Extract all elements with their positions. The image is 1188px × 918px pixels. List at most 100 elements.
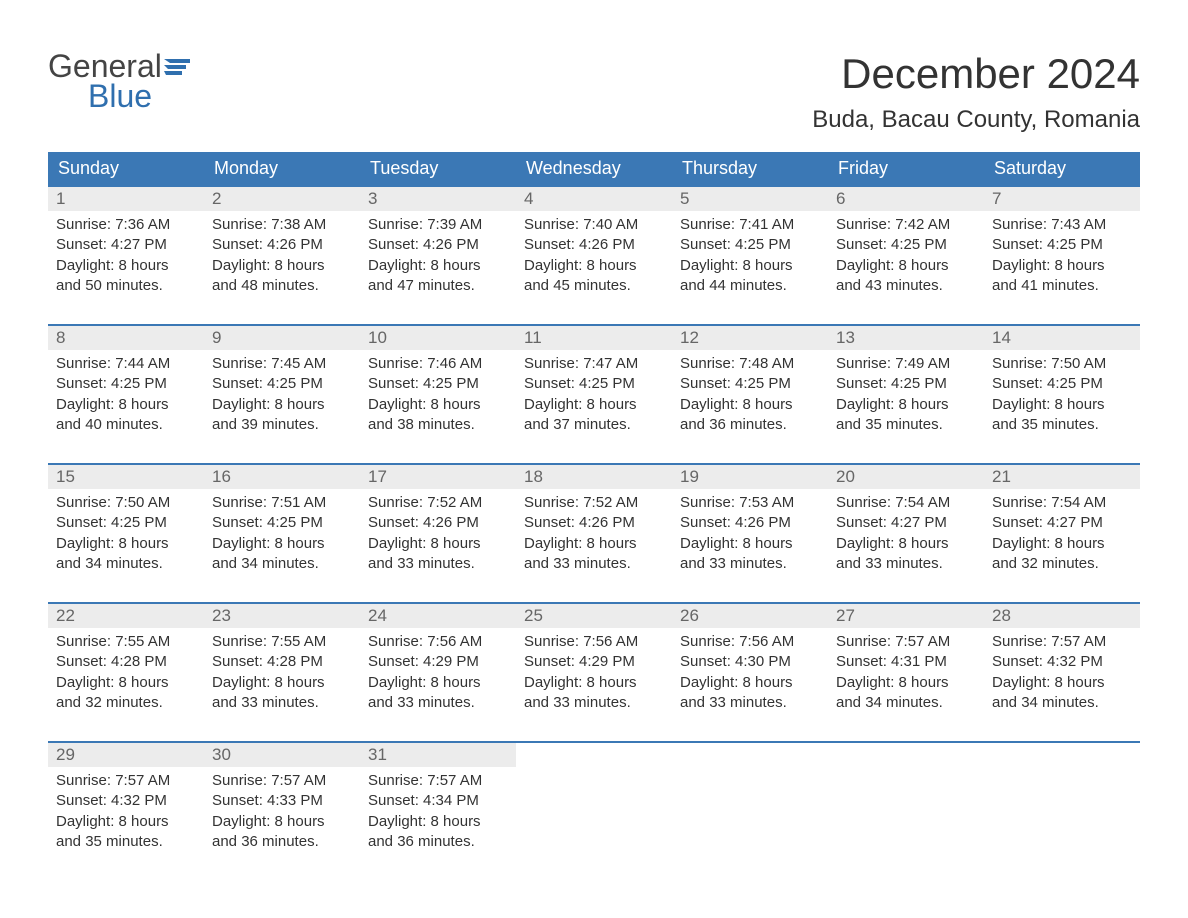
sunrise-text: Sunrise: 7:47 AM — [524, 354, 664, 374]
day-number: 8 — [48, 325, 204, 350]
daylight-text-1: Daylight: 8 hours — [524, 534, 664, 554]
week-daynum-row: 15161718192021 — [48, 464, 1140, 489]
month-title: December 2024 — [812, 50, 1140, 98]
col-thursday: Thursday — [672, 152, 828, 186]
day-detail: Sunrise: 7:57 AMSunset: 4:32 PMDaylight:… — [48, 767, 204, 864]
day-detail: Sunrise: 7:57 AMSunset: 4:32 PMDaylight:… — [984, 628, 1140, 742]
daylight-text-2: and 38 minutes. — [368, 415, 508, 435]
sunset-text: Sunset: 4:25 PM — [992, 235, 1132, 255]
sunset-text: Sunset: 4:26 PM — [368, 513, 508, 533]
sunset-text: Sunset: 4:26 PM — [212, 235, 352, 255]
day-number: 16 — [204, 464, 360, 489]
sunset-text: Sunset: 4:26 PM — [524, 513, 664, 533]
week-detail-row: Sunrise: 7:50 AMSunset: 4:25 PMDaylight:… — [48, 489, 1140, 603]
sunrise-text: Sunrise: 7:57 AM — [368, 771, 508, 791]
daylight-text-1: Daylight: 8 hours — [56, 256, 196, 276]
day-number: 1 — [48, 186, 204, 211]
day-detail: Sunrise: 7:48 AMSunset: 4:25 PMDaylight:… — [672, 350, 828, 464]
day-number: 23 — [204, 603, 360, 628]
sunrise-text: Sunrise: 7:57 AM — [212, 771, 352, 791]
sunset-text: Sunset: 4:26 PM — [524, 235, 664, 255]
sunrise-text: Sunrise: 7:40 AM — [524, 215, 664, 235]
daylight-text-2: and 44 minutes. — [680, 276, 820, 296]
day-detail: Sunrise: 7:36 AMSunset: 4:27 PMDaylight:… — [48, 211, 204, 325]
daylight-text-2: and 34 minutes. — [836, 693, 976, 713]
day-detail: Sunrise: 7:55 AMSunset: 4:28 PMDaylight:… — [48, 628, 204, 742]
daylight-text-2: and 39 minutes. — [212, 415, 352, 435]
day-detail: Sunrise: 7:55 AMSunset: 4:28 PMDaylight:… — [204, 628, 360, 742]
daylight-text-2: and 35 minutes. — [992, 415, 1132, 435]
daylight-text-2: and 50 minutes. — [56, 276, 196, 296]
day-number: 12 — [672, 325, 828, 350]
day-detail: Sunrise: 7:49 AMSunset: 4:25 PMDaylight:… — [828, 350, 984, 464]
sunrise-text: Sunrise: 7:54 AM — [992, 493, 1132, 513]
sunset-text: Sunset: 4:26 PM — [680, 513, 820, 533]
daylight-text-2: and 47 minutes. — [368, 276, 508, 296]
sunset-text: Sunset: 4:27 PM — [56, 235, 196, 255]
logo-text-blue: Blue — [88, 80, 190, 114]
daylight-text-2: and 32 minutes. — [992, 554, 1132, 574]
daylight-text-1: Daylight: 8 hours — [368, 534, 508, 554]
daylight-text-1: Daylight: 8 hours — [836, 256, 976, 276]
daylight-text-2: and 41 minutes. — [992, 276, 1132, 296]
daylight-text-1: Daylight: 8 hours — [524, 395, 664, 415]
day-detail: Sunrise: 7:42 AMSunset: 4:25 PMDaylight:… — [828, 211, 984, 325]
day-number: 18 — [516, 464, 672, 489]
daylight-text-1: Daylight: 8 hours — [992, 256, 1132, 276]
day-detail: Sunrise: 7:53 AMSunset: 4:26 PMDaylight:… — [672, 489, 828, 603]
day-number: 24 — [360, 603, 516, 628]
day-detail: Sunrise: 7:40 AMSunset: 4:26 PMDaylight:… — [516, 211, 672, 325]
daylight-text-2: and 33 minutes. — [368, 554, 508, 574]
sunset-text: Sunset: 4:28 PM — [56, 652, 196, 672]
sunrise-text: Sunrise: 7:56 AM — [368, 632, 508, 652]
daylight-text-2: and 40 minutes. — [56, 415, 196, 435]
sunrise-text: Sunrise: 7:36 AM — [56, 215, 196, 235]
sunrise-text: Sunrise: 7:56 AM — [524, 632, 664, 652]
day-detail: Sunrise: 7:43 AMSunset: 4:25 PMDaylight:… — [984, 211, 1140, 325]
sunset-text: Sunset: 4:25 PM — [836, 235, 976, 255]
day-detail: Sunrise: 7:54 AMSunset: 4:27 PMDaylight:… — [984, 489, 1140, 603]
day-detail: Sunrise: 7:56 AMSunset: 4:29 PMDaylight:… — [516, 628, 672, 742]
day-detail: Sunrise: 7:56 AMSunset: 4:29 PMDaylight:… — [360, 628, 516, 742]
day-detail: Sunrise: 7:52 AMSunset: 4:26 PMDaylight:… — [516, 489, 672, 603]
day-number: 4 — [516, 186, 672, 211]
sunrise-text: Sunrise: 7:57 AM — [992, 632, 1132, 652]
day-number: 3 — [360, 186, 516, 211]
day-number: 9 — [204, 325, 360, 350]
daylight-text-1: Daylight: 8 hours — [56, 534, 196, 554]
daylight-text-2: and 43 minutes. — [836, 276, 976, 296]
sunset-text: Sunset: 4:25 PM — [836, 374, 976, 394]
day-detail: Sunrise: 7:56 AMSunset: 4:30 PMDaylight:… — [672, 628, 828, 742]
daylight-text-1: Daylight: 8 hours — [368, 673, 508, 693]
day-number — [984, 742, 1140, 767]
sunset-text: Sunset: 4:25 PM — [56, 513, 196, 533]
daylight-text-2: and 37 minutes. — [524, 415, 664, 435]
daylight-text-2: and 34 minutes. — [212, 554, 352, 574]
sunrise-text: Sunrise: 7:48 AM — [680, 354, 820, 374]
daylight-text-2: and 33 minutes. — [368, 693, 508, 713]
day-number: 5 — [672, 186, 828, 211]
daylight-text-1: Daylight: 8 hours — [212, 256, 352, 276]
sunrise-text: Sunrise: 7:43 AM — [992, 215, 1132, 235]
daylight-text-1: Daylight: 8 hours — [680, 673, 820, 693]
sunrise-text: Sunrise: 7:55 AM — [212, 632, 352, 652]
sunrise-text: Sunrise: 7:51 AM — [212, 493, 352, 513]
sunset-text: Sunset: 4:32 PM — [56, 791, 196, 811]
sunrise-text: Sunrise: 7:52 AM — [368, 493, 508, 513]
daylight-text-1: Daylight: 8 hours — [368, 256, 508, 276]
sunset-text: Sunset: 4:25 PM — [680, 235, 820, 255]
sunset-text: Sunset: 4:28 PM — [212, 652, 352, 672]
col-friday: Friday — [828, 152, 984, 186]
daylight-text-1: Daylight: 8 hours — [212, 812, 352, 832]
daylight-text-1: Daylight: 8 hours — [836, 673, 976, 693]
sunset-text: Sunset: 4:25 PM — [212, 513, 352, 533]
sunset-text: Sunset: 4:31 PM — [836, 652, 976, 672]
day-detail: Sunrise: 7:44 AMSunset: 4:25 PMDaylight:… — [48, 350, 204, 464]
sunrise-text: Sunrise: 7:53 AM — [680, 493, 820, 513]
daylight-text-2: and 33 minutes. — [524, 554, 664, 574]
day-number: 14 — [984, 325, 1140, 350]
logo-flag-icon — [164, 59, 190, 79]
daylight-text-1: Daylight: 8 hours — [524, 673, 664, 693]
week-daynum-row: 891011121314 — [48, 325, 1140, 350]
day-number: 19 — [672, 464, 828, 489]
